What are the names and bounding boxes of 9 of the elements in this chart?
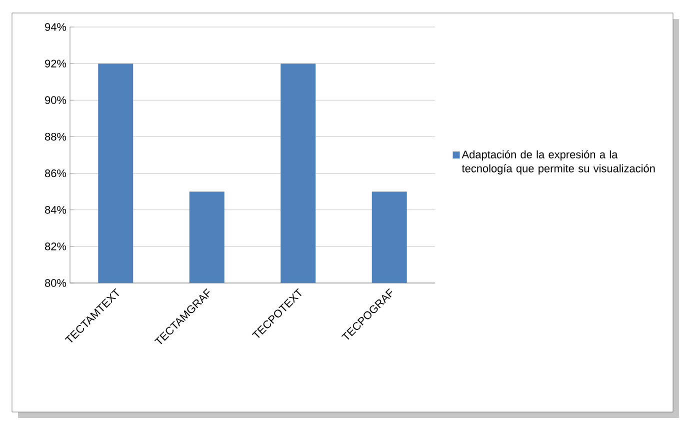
y-tick-label: 88%: [45, 132, 66, 141]
y-tick-label: 94%: [45, 23, 66, 31]
y-tick-label: 80%: [45, 279, 66, 287]
legend-label: Adaptación de la expresión a la tecnología que permite su visualización: [462, 150, 655, 174]
y-tick-label: 82%: [45, 242, 66, 250]
y-tick-label: 92%: [45, 60, 66, 68]
y-tick-label: 84%: [45, 206, 66, 214]
y-tick-label: 86%: [45, 169, 66, 178]
y-tick-label: 90%: [45, 96, 66, 104]
